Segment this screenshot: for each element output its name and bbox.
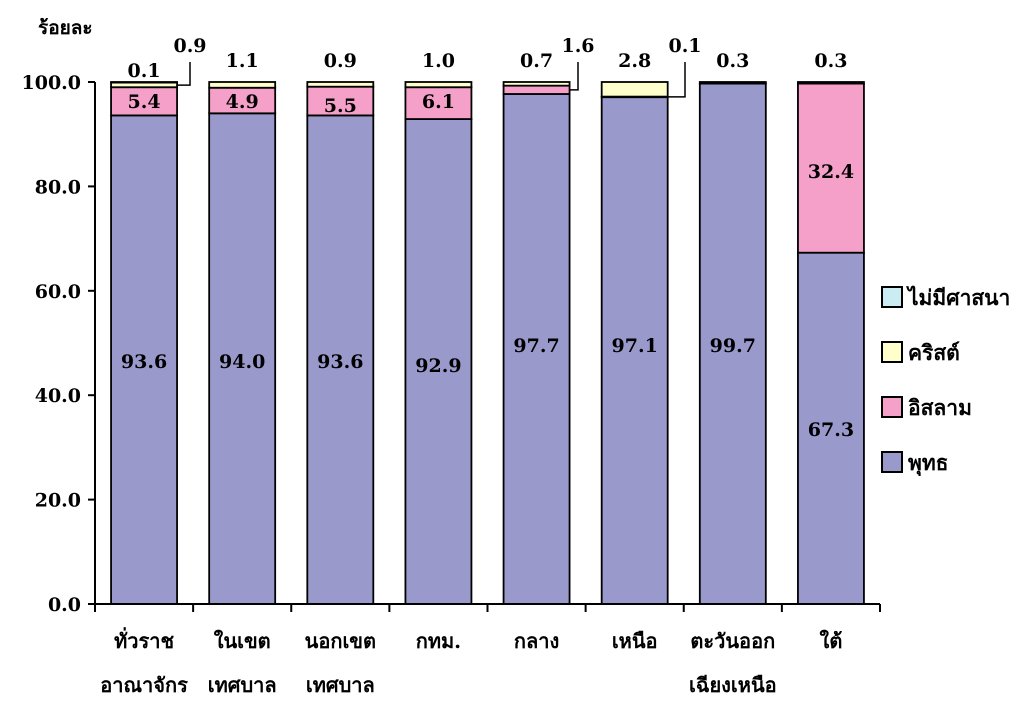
y-axis: 0.0 20.0 40.0 60.0 80.0 100.0 xyxy=(22,72,96,616)
bar-segment xyxy=(600,81,669,98)
data-label: 94.0 xyxy=(219,351,265,373)
y-tick-label: 80.0 xyxy=(35,176,81,198)
legend-label: คริสต์ xyxy=(908,340,960,365)
bar-segment xyxy=(208,86,277,115)
y-tick-label: 60.0 xyxy=(35,281,81,303)
category-label: นอกเขต xyxy=(305,629,376,653)
data-label: 1.1 xyxy=(226,50,259,72)
category-label: ทั่วราช xyxy=(114,626,174,653)
bar-segment xyxy=(600,96,669,605)
leader-line xyxy=(177,62,191,86)
data-label: 0.9 xyxy=(173,35,206,57)
data-label: 1.0 xyxy=(422,50,455,72)
bar-segment xyxy=(404,118,473,605)
data-label: 5.5 xyxy=(324,95,357,117)
bars xyxy=(110,81,865,605)
data-label: 5.4 xyxy=(128,91,161,113)
data-label: 0.1 xyxy=(668,35,701,57)
data-label: 0.9 xyxy=(324,50,357,72)
data-label: 0.1 xyxy=(128,60,161,82)
data-label: 67.3 xyxy=(808,419,854,441)
legend-swatch xyxy=(881,451,903,473)
data-label: 0.3 xyxy=(814,50,847,72)
category-label: กลาง xyxy=(514,629,559,653)
legend-swatch xyxy=(881,286,903,308)
y-axis-title: ร้อยละ xyxy=(38,17,93,39)
data-label: 4.9 xyxy=(226,91,259,113)
category-label: เทศบาล xyxy=(208,673,277,697)
y-tick-label: 0.0 xyxy=(48,594,81,616)
legend-label: ไม่มีศาสนา xyxy=(906,285,1010,310)
legend-swatch xyxy=(881,341,903,363)
data-label: 99.7 xyxy=(710,335,756,357)
legend-swatch xyxy=(881,396,903,418)
data-labels: 93.6 94.0 93.6 92.9 97.7 97.1 99.7 67.3 5.4 4.9 5.… xyxy=(121,35,854,441)
legend-label: พุทธ xyxy=(908,450,949,477)
bar-segment xyxy=(306,85,375,117)
bar-segment xyxy=(698,81,767,85)
category-label: เหนือ xyxy=(612,629,658,653)
category-label: อาณาจักร xyxy=(100,673,188,697)
category-label: ใต้ xyxy=(820,629,843,653)
bar-segment xyxy=(110,86,178,117)
data-label: 97.1 xyxy=(612,335,658,357)
bar-segment xyxy=(110,81,178,84)
bar-segment xyxy=(797,82,865,254)
legend-label: อิสลาม xyxy=(908,395,972,420)
data-label: 6.1 xyxy=(422,91,455,113)
category-label: ตะวันออก xyxy=(690,629,775,653)
data-label: 0.7 xyxy=(520,50,553,72)
bar-segment xyxy=(698,82,767,605)
leader-line xyxy=(667,62,686,98)
category-label: ในเขต xyxy=(214,629,271,653)
data-label: 92.9 xyxy=(415,355,461,377)
data-label: 1.6 xyxy=(561,35,594,57)
bar-segment xyxy=(797,81,865,85)
bar-segment xyxy=(208,81,277,89)
category-label: เทศบาล xyxy=(306,673,375,697)
data-label: 0.3 xyxy=(716,50,749,72)
bar-segment xyxy=(502,84,571,95)
bar-segment xyxy=(502,81,571,87)
data-label: 2.8 xyxy=(618,50,651,72)
bar-segment xyxy=(306,81,375,88)
y-tick-label: 100.0 xyxy=(22,72,82,94)
leader-line xyxy=(569,62,579,91)
data-label: 93.6 xyxy=(317,351,363,373)
bar-segment xyxy=(404,81,473,89)
y-tick-label: 20.0 xyxy=(35,490,81,512)
data-label: 32.4 xyxy=(808,161,854,183)
bar-segment xyxy=(404,86,473,120)
data-label: 97.7 xyxy=(513,335,559,357)
category-label: เฉียงเหนือ xyxy=(689,673,777,697)
bar-segment xyxy=(502,93,571,605)
category-label: กทม. xyxy=(416,629,461,653)
data-label: 93.6 xyxy=(121,351,167,373)
y-tick-label: 40.0 xyxy=(35,385,81,407)
